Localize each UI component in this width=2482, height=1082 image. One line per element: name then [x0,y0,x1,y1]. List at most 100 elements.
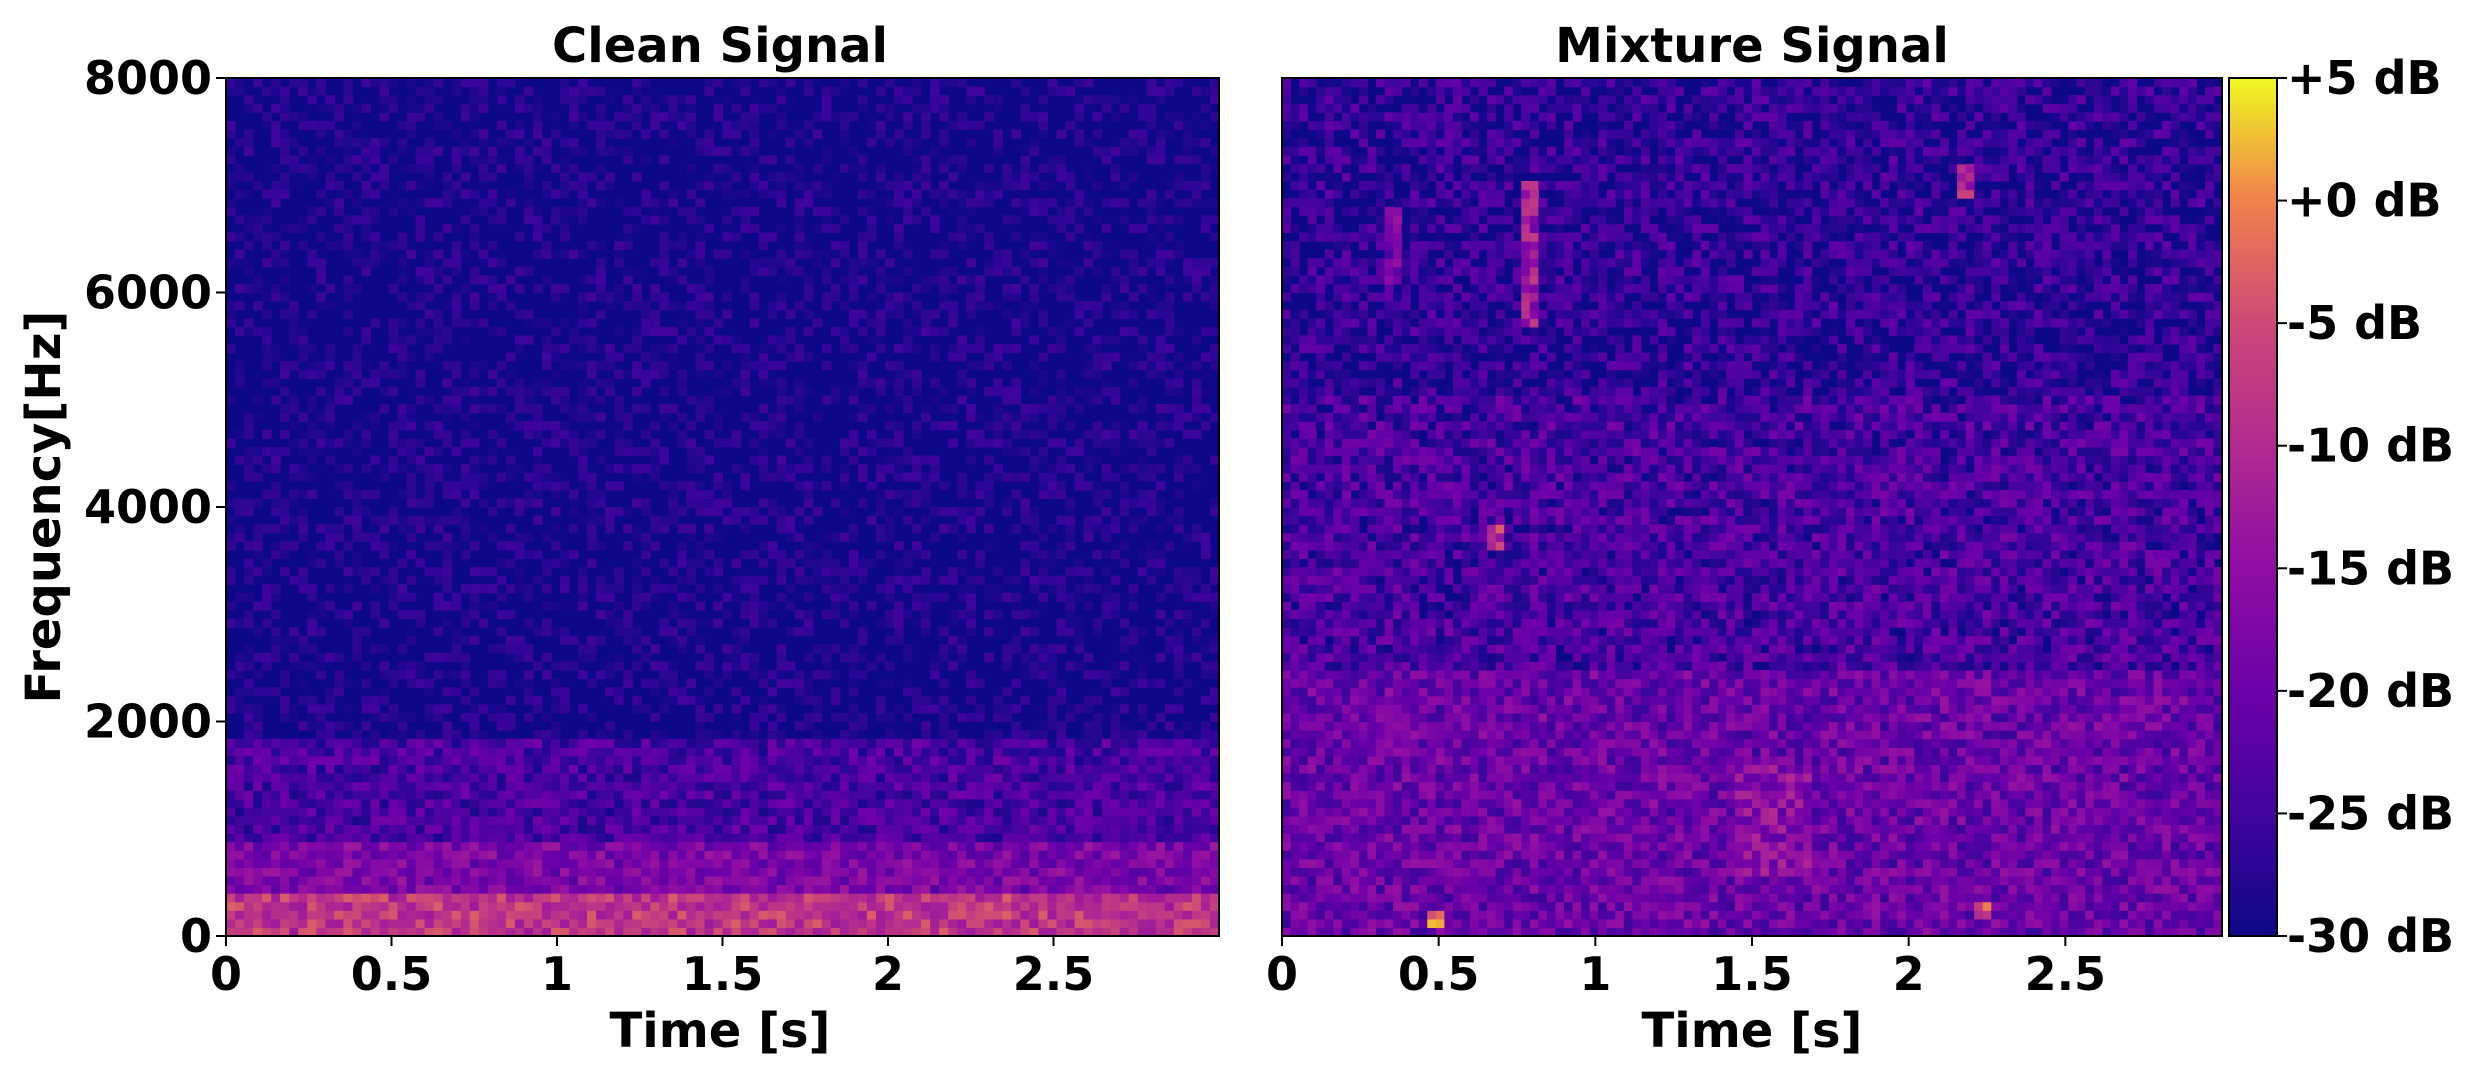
spectrogram-cell [569,404,579,414]
spectrogram-cell [939,481,949,491]
spectrogram-cell [966,575,976,585]
spectrogram-cell [803,438,814,448]
spectrogram-cell [677,901,687,911]
spectrogram-cell [352,627,363,637]
spectrogram-cell [226,927,236,937]
spectrogram-cell [695,464,706,474]
spectrogram-cell [316,129,326,139]
spectrogram-cell [812,575,823,585]
spectrogram-cell [659,361,669,371]
spectrogram-cell [957,644,967,654]
spectrogram-cell [244,567,254,577]
spectrogram-cell [1020,798,1031,808]
spectrogram-cell [406,335,417,345]
spectrogram-cell [244,927,254,937]
spectrogram-cell [984,867,994,877]
spectrogram-cell [993,918,1003,929]
spectrogram-cell [352,386,363,397]
spectrogram-cell [794,884,805,894]
spectrogram-cell [848,549,859,560]
spectrogram-cell [469,790,480,800]
spectrogram-cell [839,575,850,585]
spectrogram-cell [262,764,272,774]
spectrogram-cell [650,807,660,817]
spectrogram-cell [578,275,588,285]
spectrogram-cell [424,815,435,826]
spectrogram-cell [866,515,877,525]
spectrogram-cell [785,627,796,637]
spectrogram-cell [975,790,985,800]
spectrogram-cell [948,421,958,431]
spectrogram-cell [668,361,678,371]
spectrogram-cell [325,850,335,860]
spectrogram-cell [857,309,868,319]
spectrogram-cell [803,575,814,585]
spectrogram-cell [578,378,588,388]
spectrogram-cell [623,833,633,843]
spectrogram-cell [830,747,841,757]
spectrogram-cell [921,575,931,585]
spectrogram-cell [415,86,426,96]
spectrogram-cell [912,138,922,148]
spectrogram-cell [442,755,453,765]
spectrogram-cell [614,129,624,139]
spectrogram-cell [848,850,859,860]
spectrogram-cell [641,652,651,663]
spectrogram-cell [812,875,823,886]
spectrogram-cell [623,223,633,234]
spectrogram-cell [406,815,417,826]
spectrogram-cell [623,232,633,242]
spectrogram-cell [903,498,913,508]
spectrogram-cell [487,841,498,851]
spectrogram-cell [740,815,751,826]
spectrogram-cell [469,189,480,199]
spectrogram-cell [821,901,832,911]
spectrogram-cell [866,833,877,843]
spectrogram-cell [325,730,335,740]
spectrogram-cell [848,841,859,851]
spectrogram-cell [487,446,498,457]
spectrogram-cell [379,798,390,808]
spectrogram-cell [740,738,751,748]
spectrogram-cell [866,309,877,319]
spectrogram-cell [921,764,931,774]
spectrogram-cell [776,927,787,937]
spectrogram-cell [903,910,913,920]
spectrogram-cell [776,850,787,860]
spectrogram-cell [650,815,660,826]
spectrogram-cell [406,875,417,886]
spectrogram-cell [560,215,570,225]
spectrogram-cell [325,198,335,208]
spectrogram-cell [379,95,390,105]
spectrogram-cell [857,446,868,457]
spectrogram-cell [514,584,525,594]
spectrogram-cell [235,618,245,628]
spectrogram-cell [343,807,353,817]
spectrogram-cell [343,78,353,88]
spectrogram-cell [894,172,904,182]
spectrogram-cell [433,670,444,680]
spectrogram-cell [1002,918,1012,929]
spectrogram-cell [767,618,778,628]
spectrogram-cell [388,206,399,216]
spectrogram-cell [948,507,958,517]
spectrogram-cell [1002,884,1012,894]
spectrogram-cell [352,730,363,740]
spectrogram-cell [587,292,597,302]
spectrogram-cell [695,807,706,817]
spectrogram-cell [695,446,706,457]
spectrogram-cell [406,884,417,894]
spectrogram-cell [541,798,552,808]
spectrogram-cell [966,790,976,800]
spectrogram-cell [821,395,832,405]
spectrogram-cell [325,772,335,783]
spectrogram-cell [749,712,760,723]
spectrogram-cell [740,146,751,156]
spectrogram-cell [758,833,769,843]
spectrogram-cell [857,910,868,920]
spectrogram-cell [514,807,525,817]
spectrogram-cell [848,412,859,422]
spectrogram-cell [569,884,579,894]
spectrogram-cell [451,515,462,525]
spectrogram-cell [894,309,904,319]
